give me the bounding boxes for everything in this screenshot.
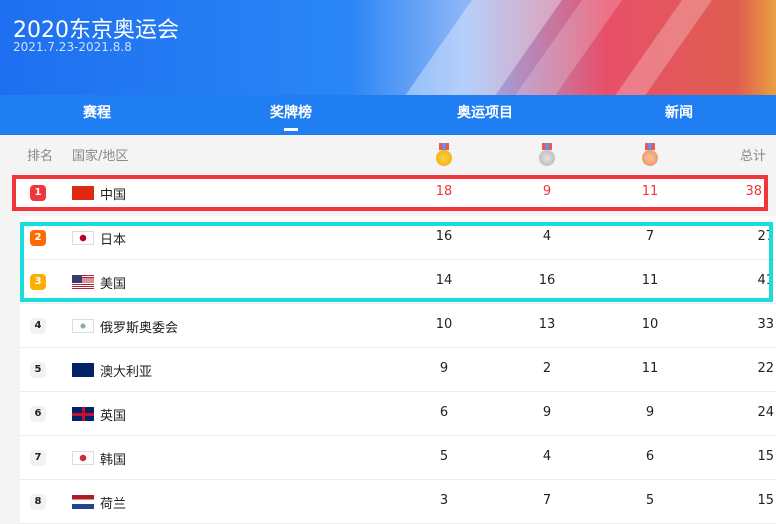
netherlands-flag-icon	[72, 495, 94, 509]
table-row[interactable]: 4 俄罗斯奥委会 10 13 10 33	[20, 304, 776, 348]
silver-count: 9	[542, 405, 552, 420]
rank-badge: 3	[30, 274, 46, 290]
silver-count: 16	[538, 273, 556, 288]
bronze-count: 7	[645, 229, 655, 244]
bronze-count: 9	[645, 405, 655, 420]
gold-count: 18	[435, 184, 453, 199]
table-header: 排名 国家/地区 总计	[0, 135, 776, 173]
gold-count: 3	[439, 493, 449, 508]
total-count: 22	[757, 361, 774, 376]
rank-badge: 8	[30, 494, 46, 510]
country-name: 英国	[100, 409, 127, 424]
bronze-medal-icon	[642, 143, 658, 166]
country-name: 韩国	[100, 453, 127, 468]
total-count: 15	[757, 449, 774, 464]
gold-count: 6	[439, 405, 449, 420]
silver-count: 13	[538, 317, 556, 332]
bronze-count: 10	[641, 317, 659, 332]
tab-news[interactable]: 新闻	[665, 105, 693, 121]
bronze-count: 11	[641, 361, 659, 376]
tab-schedule[interactable]: 赛程	[83, 105, 111, 121]
total-count: 38	[745, 184, 762, 199]
australia-flag-icon	[72, 363, 94, 377]
table-row[interactable]: 3 美国 14 16 11 41	[20, 260, 776, 304]
total-count: 15	[757, 493, 774, 508]
gold-count: 14	[435, 273, 453, 288]
rank-badge: 6	[30, 406, 46, 422]
country-name: 俄罗斯奥委会	[100, 321, 179, 336]
event-dates: 2021.7.23-2021.8.8	[13, 40, 132, 54]
rank-badge: 2	[30, 230, 46, 246]
country-name: 中国	[100, 188, 127, 203]
table-row[interactable]: 7 韩国 5 4 6 15	[20, 436, 776, 480]
rank-badge: 5	[30, 362, 46, 378]
country-name: 澳大利亚	[100, 365, 153, 380]
gold-count: 9	[439, 361, 449, 376]
bronze-count: 5	[645, 493, 655, 508]
bronze-count: 11	[641, 273, 659, 288]
silver-count: 7	[542, 493, 552, 508]
silver-count: 4	[542, 449, 552, 464]
silver-count: 2	[542, 361, 552, 376]
table-row[interactable]: 5 澳大利亚 9 2 11 22	[20, 348, 776, 392]
tab-sports[interactable]: 奥运项目	[457, 105, 513, 121]
japan-flag-icon	[72, 231, 94, 245]
silver-count: 4	[542, 229, 552, 244]
rank-badge: 7	[30, 450, 46, 466]
table-row[interactable]: 6 英国 6 9 9 24	[20, 392, 776, 436]
usa-flag-icon	[72, 275, 94, 289]
gold-count: 5	[439, 449, 449, 464]
total-count: 41	[757, 273, 774, 288]
total-count: 27	[757, 229, 774, 244]
table-row[interactable]: 1 中国 18 9 11 38	[16, 178, 764, 208]
gold-count: 16	[435, 229, 453, 244]
banner: 2020东京奥运会 2021.7.23-2021.8.8	[0, 0, 776, 95]
tab-medal-table[interactable]: 奖牌榜	[194, 95, 388, 135]
bronze-count: 11	[641, 184, 659, 199]
gold-count: 10	[435, 317, 453, 332]
silver-medal-icon	[539, 143, 555, 166]
table-row[interactable]: 8 荷兰 3 7 5 15	[20, 480, 776, 524]
korea-flag-icon	[72, 451, 94, 465]
tab-bar: 赛程 奖牌榜 奥运项目 新闻	[0, 95, 776, 135]
rank-badge: 1	[30, 185, 46, 201]
silver-count: 9	[542, 184, 552, 199]
roc-flag-icon	[72, 319, 94, 333]
page-title: 2020东京奥运会	[13, 18, 179, 43]
table-row[interactable]: 2 日本 16 4 7 27	[20, 216, 776, 260]
bronze-count: 6	[645, 449, 655, 464]
total-header: 总计	[739, 149, 766, 164]
country-name: 美国	[100, 277, 127, 292]
country-name: 日本	[100, 233, 127, 248]
china-flag-icon	[72, 186, 94, 200]
total-count: 33	[757, 317, 774, 332]
country-header: 国家/地区	[72, 149, 129, 164]
gold-medal-icon	[436, 143, 452, 166]
uk-flag-icon	[72, 407, 94, 421]
rank-header: 排名	[27, 149, 54, 164]
total-count: 24	[757, 405, 774, 420]
rank-badge: 4	[30, 318, 46, 334]
country-name: 荷兰	[100, 497, 127, 512]
